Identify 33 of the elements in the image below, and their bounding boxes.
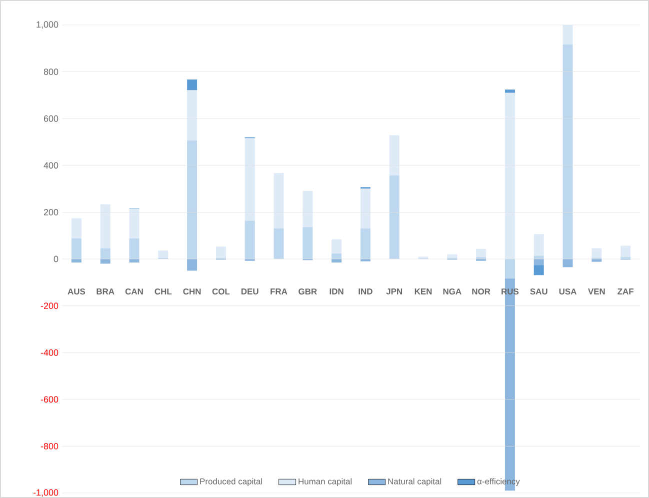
y-tick-label: 600 [44,115,58,122]
y-tick-label: -400 [40,349,58,356]
x-tick-label: VEN [588,288,605,294]
x-tick-label: AUS [68,288,86,294]
y-tick-label: -1,000 [33,489,58,497]
x-tick-label: CHN [183,288,201,294]
x-tick-label: NGA [443,288,462,294]
y-tick-label: 1,000 [36,21,58,29]
x-tick-label: USA [559,288,576,294]
x-tick-label: COL [212,288,230,294]
x-tick-label: BRA [96,288,114,294]
y-tick-label: 200 [44,209,58,216]
legend-label: Produced capital [200,478,262,486]
x-tick-label: FRA [270,288,288,294]
y-tick-label: 800 [44,68,58,75]
x-tick-label: IDN [330,288,344,294]
x-tick-label: GBR [298,288,317,294]
x-tick-label: IND [358,288,372,294]
x-tick-label: KEN [414,288,432,294]
x-tick-label: ZAF [618,288,634,294]
x-tick-label: NOR [472,288,490,294]
y-tick-label: 0 [54,256,58,262]
x-tick-label: CHL [154,288,172,294]
legend-label: Natural capital [388,478,442,486]
x-tick-label: DEU [241,288,258,294]
y-tick-label: 400 [44,162,58,169]
x-tick-label: JPN [386,288,402,294]
legend-label: Human capital [298,478,352,486]
x-tick-label: SAU [530,288,548,294]
y-tick-label: -600 [40,396,58,403]
x-tick-label: CAN [125,288,143,294]
y-tick-label: -800 [40,443,58,450]
y-tick-label: -200 [40,302,58,309]
